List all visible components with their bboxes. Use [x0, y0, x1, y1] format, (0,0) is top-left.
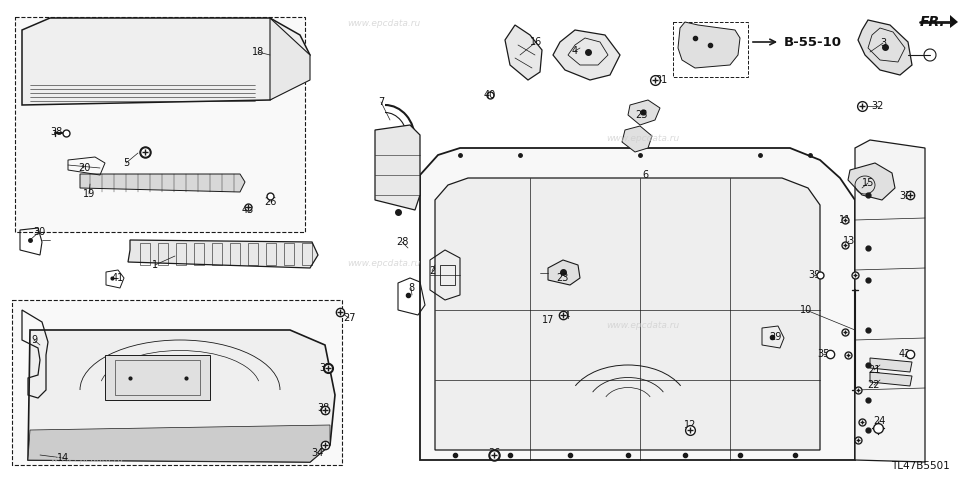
- Polygon shape: [270, 18, 310, 100]
- Text: 12: 12: [684, 420, 696, 430]
- Polygon shape: [678, 22, 740, 68]
- Polygon shape: [105, 355, 210, 400]
- Polygon shape: [628, 100, 660, 125]
- Polygon shape: [435, 178, 820, 450]
- Text: 28: 28: [396, 237, 408, 247]
- Text: www.epcdata.ru: www.epcdata.ru: [348, 20, 420, 28]
- Text: 7: 7: [378, 97, 384, 107]
- Text: 27: 27: [343, 313, 355, 323]
- Text: 17: 17: [541, 315, 554, 325]
- Text: 23: 23: [556, 273, 568, 283]
- Text: 10: 10: [800, 305, 812, 315]
- Text: www.epcdata.ru: www.epcdata.ru: [607, 135, 680, 143]
- Text: 18: 18: [252, 47, 264, 57]
- Polygon shape: [858, 20, 912, 75]
- Polygon shape: [28, 330, 335, 462]
- Text: 24: 24: [873, 416, 885, 426]
- Polygon shape: [548, 260, 580, 285]
- Polygon shape: [870, 358, 912, 372]
- Polygon shape: [420, 148, 855, 460]
- Polygon shape: [22, 18, 310, 105]
- Bar: [12, 300, 342, 465]
- Polygon shape: [80, 174, 245, 192]
- Text: 26: 26: [264, 197, 276, 207]
- Text: 31: 31: [655, 75, 667, 85]
- Text: 22: 22: [868, 380, 880, 390]
- Polygon shape: [848, 163, 895, 200]
- Text: 44: 44: [559, 311, 571, 321]
- Text: 38: 38: [50, 127, 62, 137]
- Text: 29: 29: [769, 332, 781, 342]
- Polygon shape: [622, 126, 652, 152]
- Polygon shape: [375, 125, 420, 210]
- Text: B-55-10: B-55-10: [784, 35, 842, 48]
- Text: 9: 9: [31, 335, 37, 345]
- Text: 41: 41: [112, 273, 124, 283]
- Text: 11: 11: [839, 215, 852, 225]
- Bar: [673, 22, 748, 77]
- Text: 38: 38: [317, 403, 329, 413]
- Text: 2: 2: [429, 266, 435, 276]
- Text: 21: 21: [868, 365, 880, 375]
- Text: www.epcdata.ru: www.epcdata.ru: [50, 456, 123, 464]
- Bar: [15, 17, 305, 232]
- Text: 33: 33: [899, 191, 911, 201]
- Text: 20: 20: [78, 163, 90, 173]
- Polygon shape: [870, 372, 912, 386]
- Text: 37: 37: [319, 363, 331, 373]
- Text: 35: 35: [817, 349, 829, 359]
- Text: www.epcdata.ru: www.epcdata.ru: [348, 259, 420, 268]
- Text: 4: 4: [572, 46, 578, 56]
- Text: 1: 1: [152, 260, 158, 270]
- Text: 16: 16: [530, 37, 542, 47]
- Text: FR.: FR.: [920, 15, 946, 29]
- Text: 40: 40: [484, 90, 496, 100]
- Text: 25: 25: [635, 110, 647, 120]
- Polygon shape: [128, 240, 318, 268]
- Text: 5: 5: [123, 158, 130, 168]
- Polygon shape: [553, 30, 620, 80]
- Text: 39: 39: [808, 270, 820, 280]
- Polygon shape: [28, 425, 330, 462]
- Text: 19: 19: [83, 189, 95, 199]
- Polygon shape: [855, 140, 925, 462]
- Text: 13: 13: [843, 236, 855, 246]
- Polygon shape: [505, 25, 542, 80]
- Text: 6: 6: [642, 170, 648, 180]
- Text: TL47B5501: TL47B5501: [891, 461, 950, 471]
- Text: www.epcdata.ru: www.epcdata.ru: [607, 321, 680, 330]
- Text: 32: 32: [872, 101, 884, 111]
- Text: 8: 8: [408, 283, 414, 293]
- Polygon shape: [950, 15, 958, 28]
- Text: 3: 3: [880, 38, 886, 48]
- Text: 14: 14: [57, 453, 69, 463]
- Text: 43: 43: [242, 205, 254, 215]
- Text: 30: 30: [33, 227, 45, 237]
- Text: 34: 34: [311, 448, 324, 458]
- Text: 42: 42: [899, 349, 911, 359]
- Text: 15: 15: [862, 178, 875, 188]
- Text: 36: 36: [488, 448, 500, 458]
